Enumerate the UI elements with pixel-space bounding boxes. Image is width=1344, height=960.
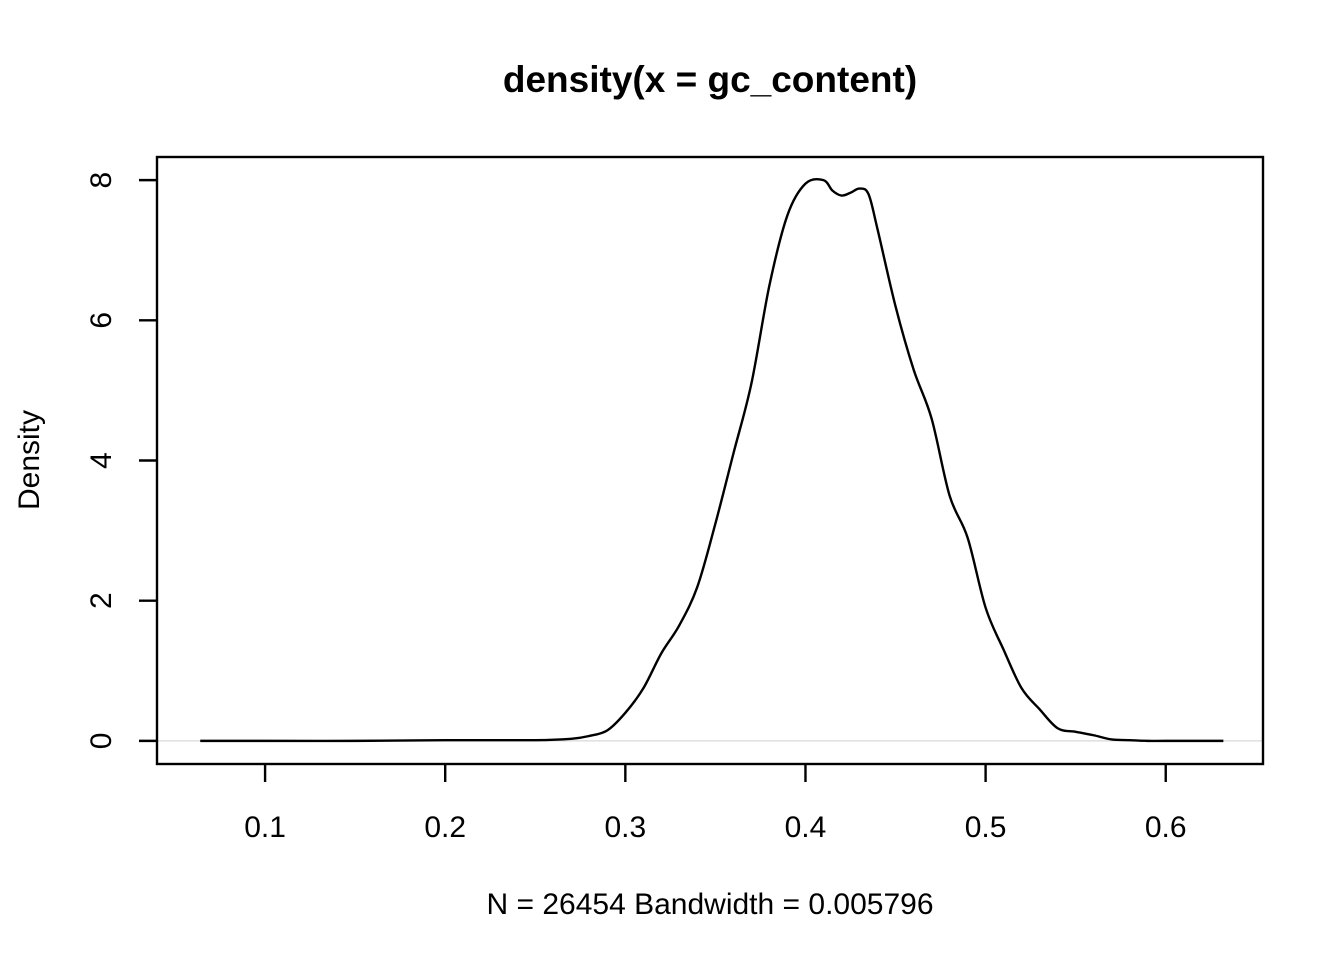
x-tick-label: 0.2 <box>424 811 466 844</box>
y-tick-label: 0 <box>85 733 118 750</box>
plot-frame <box>155 155 1265 766</box>
x-tick-label: 0.6 <box>1145 811 1187 844</box>
y-tick-label: 2 <box>85 592 118 609</box>
plot-area: 0.1 0.2 0.3 0.4 0.5 0.6 0 2 4 6 8 <box>85 155 1265 844</box>
y-tick-label: 4 <box>85 452 118 469</box>
y-tick-label: 8 <box>85 172 118 189</box>
x-tick-label: 0.1 <box>244 811 286 844</box>
x-tick-label: 0.5 <box>965 811 1007 844</box>
chart-title: density(x = gc_content) <box>503 59 917 100</box>
density-curve <box>200 177 1224 743</box>
x-axis-label: N = 26454 Bandwidth = 0.005796 <box>486 888 933 921</box>
x-tick-label: 0.3 <box>604 811 646 844</box>
x-tick-label: 0.4 <box>785 811 827 844</box>
y-axis-label: Density <box>13 410 46 510</box>
y-tick-label: 6 <box>85 312 118 329</box>
